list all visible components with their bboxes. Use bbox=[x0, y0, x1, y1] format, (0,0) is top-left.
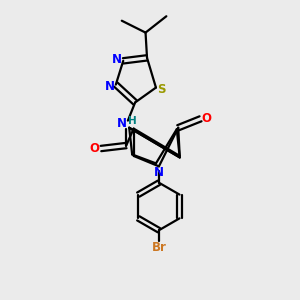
Text: N: N bbox=[105, 80, 115, 93]
Text: H: H bbox=[128, 116, 137, 126]
Text: S: S bbox=[157, 82, 166, 96]
Text: Br: Br bbox=[152, 241, 166, 254]
Text: N: N bbox=[112, 53, 122, 66]
Text: O: O bbox=[202, 112, 212, 125]
Text: O: O bbox=[89, 142, 99, 155]
Text: N: N bbox=[117, 117, 127, 130]
Text: N: N bbox=[154, 167, 164, 179]
